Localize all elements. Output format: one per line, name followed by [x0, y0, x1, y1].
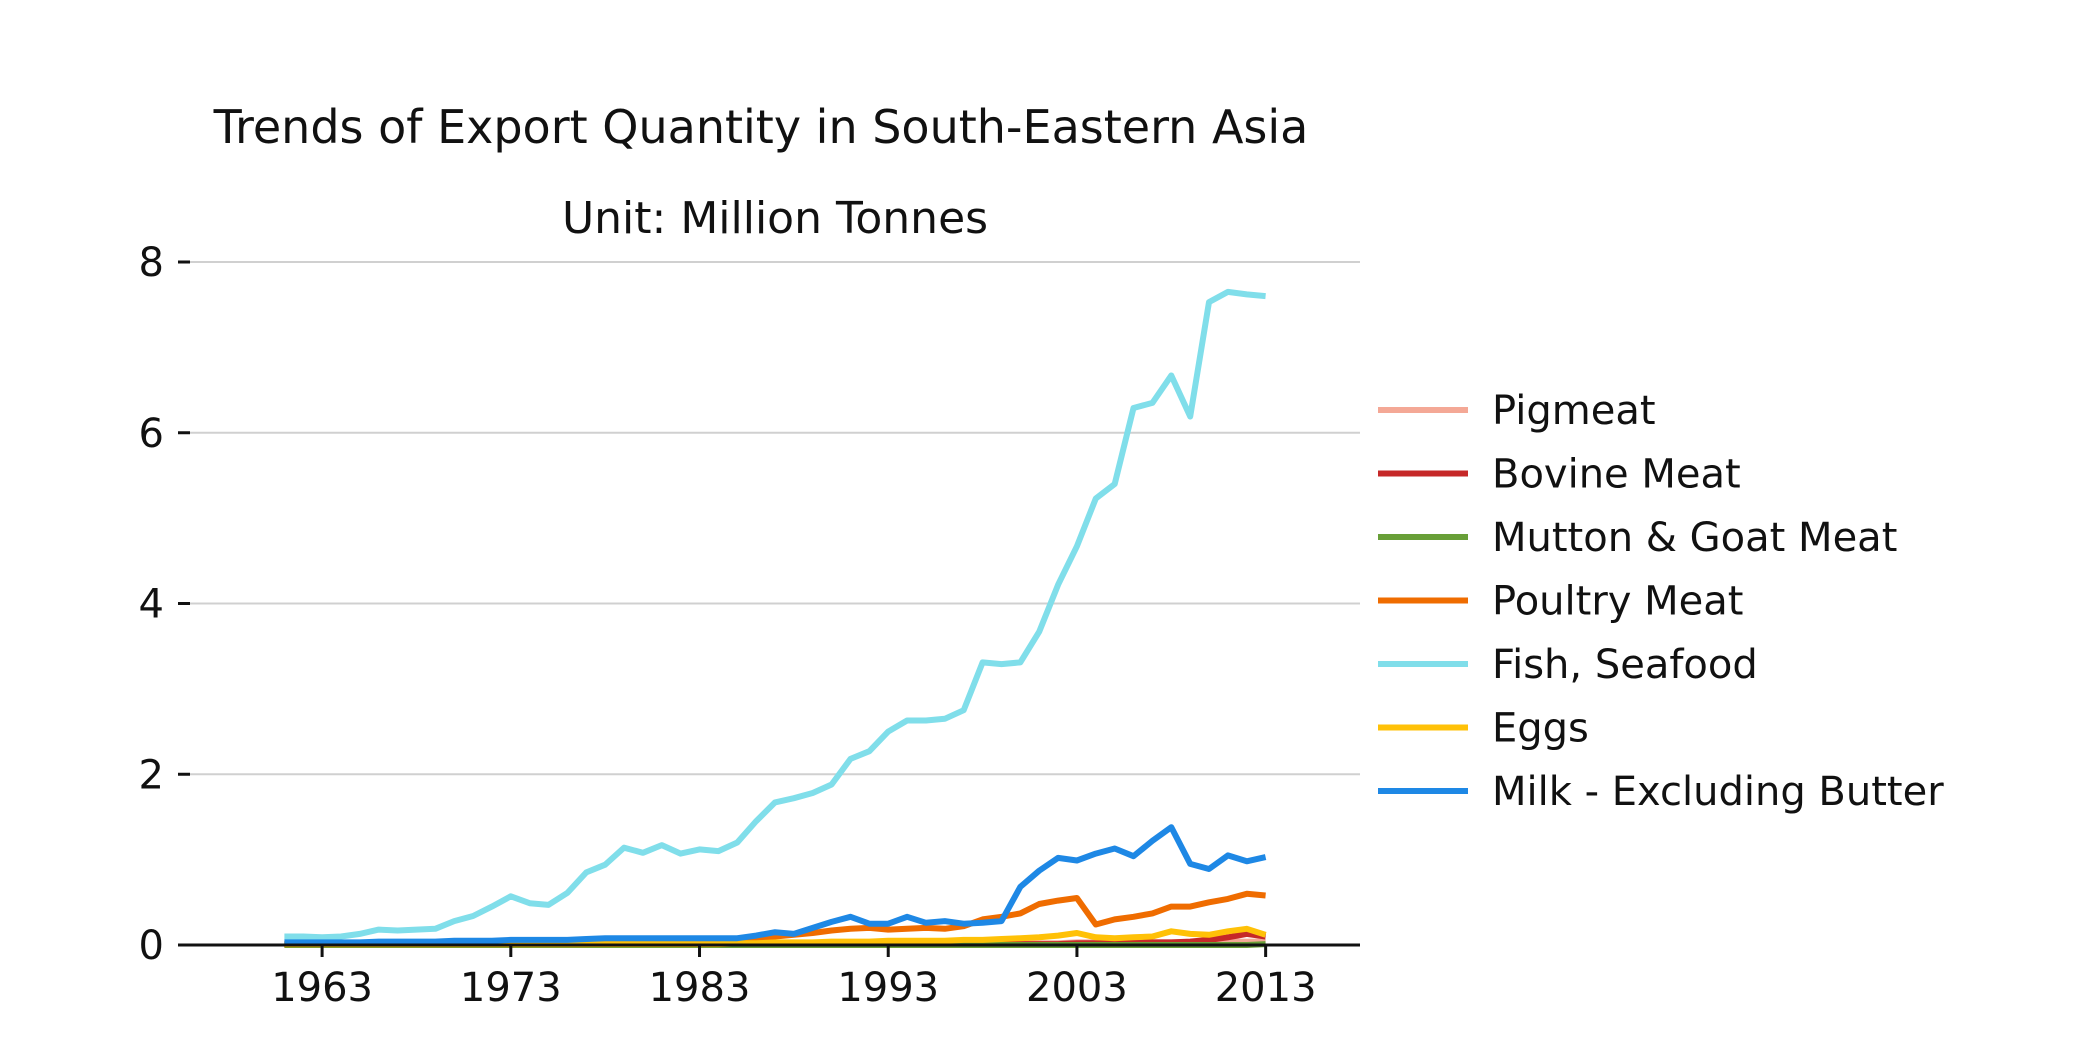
x-tick-label: 1963	[271, 965, 373, 1011]
legend-label: Pigmeat	[1492, 388, 1656, 434]
axes: 0 2 4 6 8 1963 1973 1983 1993 2003 2013	[139, 240, 1360, 1011]
legend-label: Poultry Meat	[1492, 579, 1743, 625]
grid-lines	[190, 261, 1360, 776]
y-tick-label: 0	[139, 923, 164, 969]
legend-label: Mutton & Goat Meat	[1492, 515, 1897, 561]
legend-label: Fish, Seafood	[1492, 642, 1758, 688]
x-tick-label: 2003	[1026, 965, 1128, 1011]
x-tick-label: 1983	[649, 965, 751, 1011]
legend-label: Bovine Meat	[1492, 452, 1741, 498]
x-tick-label: 2013	[1215, 965, 1317, 1011]
series-line-4	[284, 288, 1266, 941]
x-tick-label: 1993	[837, 965, 939, 1011]
chart-title: Trends of Export Quantity in South-Easte…	[213, 100, 1309, 154]
series-lines	[284, 288, 1267, 948]
chart-subtitle: Unit: Million Tonnes	[562, 193, 988, 244]
legend: Pigmeat Bovine Meat Mutton & Goat Meat Poul…	[1378, 388, 1944, 815]
legend-label: Eggs	[1492, 706, 1589, 752]
legend-label: Milk - Excluding Butter	[1492, 769, 1944, 815]
series-line-6	[284, 824, 1267, 946]
y-tick-label: 4	[139, 582, 164, 628]
y-tick-label: 2	[139, 752, 164, 798]
x-tick-label: 1973	[460, 965, 562, 1011]
y-tick-label: 8	[139, 240, 164, 286]
y-tick-label: 6	[139, 411, 164, 457]
